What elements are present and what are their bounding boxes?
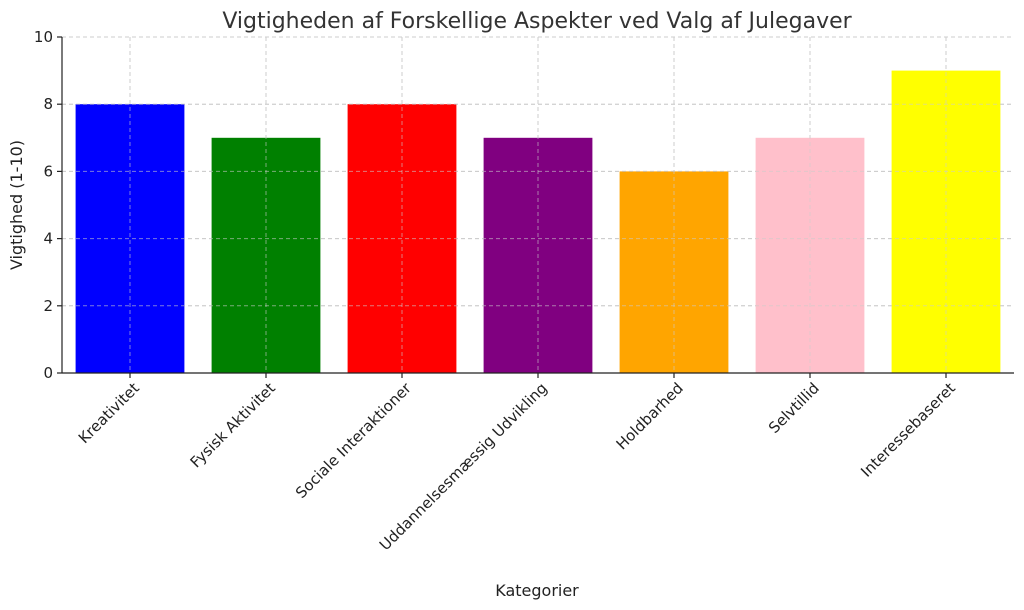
x-ticks-layer: Kreativitet Fysisk Aktivitet Sociale Inter… [75,373,959,554]
x-tick-label: Interessebaseret [857,379,959,481]
x-tick-label: Uddannelsesmæssig Udvikling [376,379,551,554]
y-tick-label: 0 [43,364,53,382]
y-tick-label: 4 [43,230,53,248]
y-axis-label: Vigtighed (1-10) [7,140,26,270]
y-tick-label: 10 [34,28,53,46]
x-axis-label: Kategorier [495,581,579,600]
x-tick-label: Holdbarhed [613,379,687,453]
x-tick-label: Kreativitet [75,379,143,447]
y-tick-label: 6 [43,162,53,180]
y-tick-label: 2 [43,297,53,315]
x-tick-label: Fysisk Aktivitet [187,379,279,471]
y-ticks-layer: 0 2 4 6 8 10 [34,28,62,382]
y-tick-label: 8 [43,95,53,113]
x-tick-label: Sociale Interaktioner [292,379,415,502]
chart-title: Vigtigheden af Forskellige Aspekter ved … [222,9,852,34]
x-tick-label: Selvtillid [765,379,823,437]
bars-layer [62,36,1014,373]
